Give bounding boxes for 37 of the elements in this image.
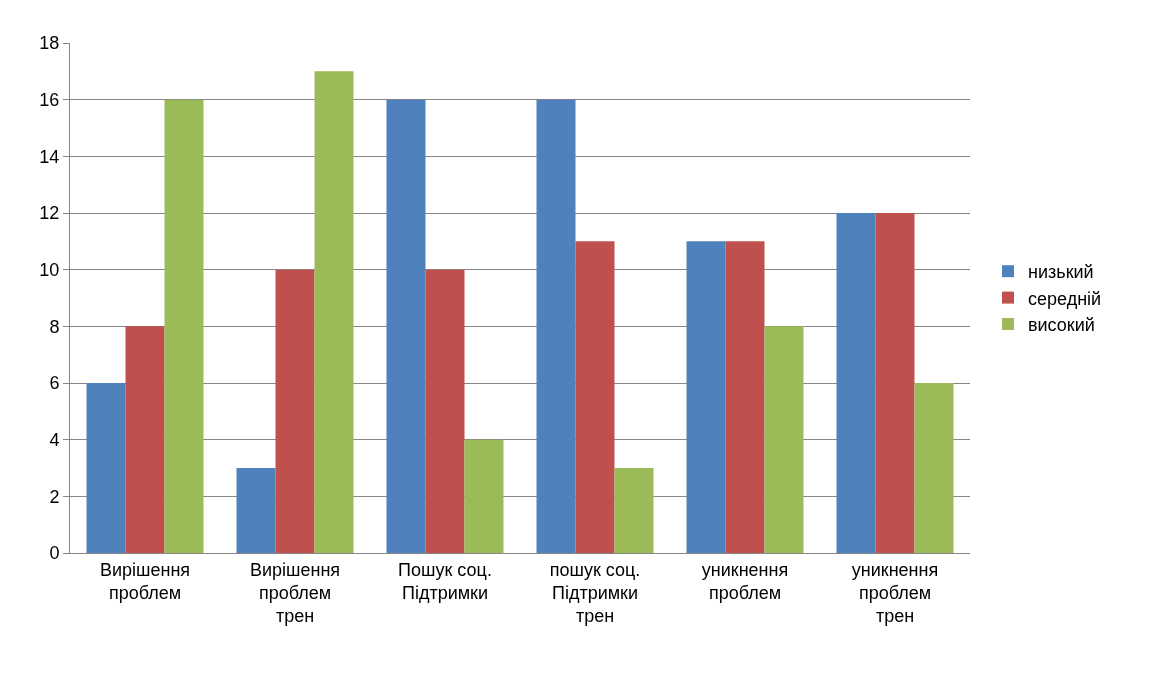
x-tick-label: пошук соц. Підтримки трен <box>549 559 641 627</box>
bar <box>236 468 276 553</box>
x-tick-label: уникнення проблем трен <box>851 559 939 627</box>
x-tick-label: Вирішення проблем трен <box>249 559 341 627</box>
bar <box>464 439 504 553</box>
y-tick-label: 6 <box>49 373 60 394</box>
y-tick-label: 2 <box>49 486 60 507</box>
x-tick-label: Пошук соц. Підтримки <box>398 559 492 603</box>
legend-label: високий <box>1028 315 1095 336</box>
y-tick-label: 14 <box>39 146 60 167</box>
y-tick-label: 0 <box>49 543 60 564</box>
bar <box>836 213 876 553</box>
bar <box>875 213 915 553</box>
bar <box>686 241 726 553</box>
bar <box>614 468 654 553</box>
bar <box>425 269 465 553</box>
bar <box>314 71 354 553</box>
x-tick-label: уникнення проблем <box>701 559 789 603</box>
bar <box>536 99 576 553</box>
bar <box>125 326 165 553</box>
x-tick-label: Вирішення проблем <box>99 559 191 603</box>
bar <box>725 241 765 553</box>
legend-label: низький <box>1028 262 1094 283</box>
bar <box>275 269 315 553</box>
y-tick-label: 12 <box>39 203 60 224</box>
bar <box>386 99 426 553</box>
y-tick-label: 8 <box>49 316 60 337</box>
bar <box>914 383 954 553</box>
legend-label: середній <box>1028 288 1102 309</box>
bar <box>164 99 204 553</box>
bar <box>575 241 615 553</box>
y-tick-label: 16 <box>39 89 60 110</box>
bar <box>86 383 126 553</box>
bar <box>764 326 804 553</box>
y-tick-label: 18 <box>39 33 60 54</box>
y-tick-label: 10 <box>39 259 60 280</box>
y-tick-label: 4 <box>49 429 60 450</box>
